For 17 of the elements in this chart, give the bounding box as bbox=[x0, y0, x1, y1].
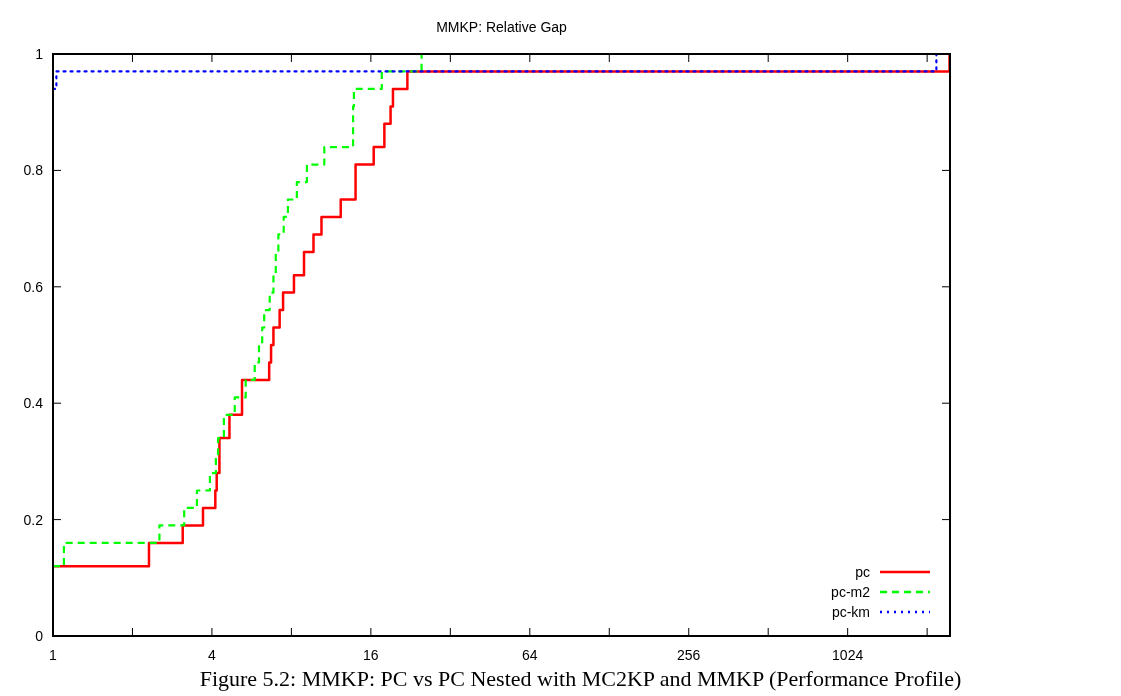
x-tick-label: 16 bbox=[363, 647, 379, 663]
x-tick-label: 1 bbox=[49, 647, 58, 663]
y-tick-label: 0.6 bbox=[23, 278, 44, 295]
y-tick-label: 1 bbox=[35, 46, 44, 62]
y-tick-label: 0.8 bbox=[23, 162, 44, 179]
legend-label: pc-km bbox=[831, 604, 870, 620]
y-tick-label: 0.4 bbox=[23, 395, 44, 412]
x-tick-label: 64 bbox=[522, 647, 538, 663]
chart-title: MMKP: Relative Gap bbox=[436, 19, 568, 35]
y-tick-label: 0.2 bbox=[23, 511, 44, 528]
legend-label: pc bbox=[855, 564, 870, 580]
legend-label: pc-m2 bbox=[831, 584, 871, 600]
x-tick-label: 4 bbox=[208, 647, 217, 663]
caption: Figure 5.2: MMKP: PC vs PC Nested with MC2KP and MMKP (Performance Profile) bbox=[199, 666, 962, 691]
x-tick-label: 1024 bbox=[832, 647, 864, 663]
x-tick-label: 256 bbox=[677, 647, 701, 663]
y-tick-label: 0 bbox=[35, 628, 44, 644]
